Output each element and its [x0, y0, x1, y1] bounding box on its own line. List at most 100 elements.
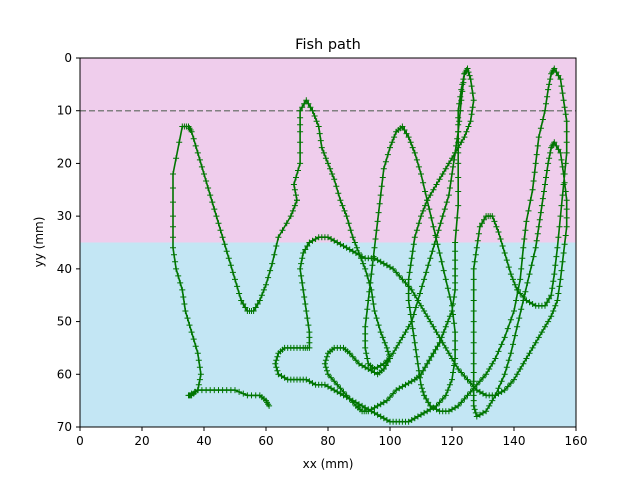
y-tick-label: 20	[57, 156, 72, 170]
data-point-marker	[552, 302, 559, 309]
data-point-marker	[244, 308, 251, 314]
data-point-marker	[470, 308, 477, 314]
data-point-marker	[455, 366, 462, 372]
data-point-marker	[546, 295, 553, 302]
data-point-marker	[514, 371, 521, 378]
data-point-marker	[420, 207, 427, 214]
data-point-marker	[303, 376, 310, 383]
data-point-marker	[382, 158, 389, 165]
data-point-marker	[418, 371, 424, 378]
data-point-marker	[410, 241, 417, 248]
data-point-marker	[305, 322, 312, 329]
data-point-marker	[271, 251, 278, 258]
data-point-marker	[499, 243, 506, 249]
data-point-marker	[446, 381, 453, 388]
data-point-marker	[458, 399, 465, 406]
data-point-marker	[306, 339, 313, 346]
data-point-marker	[356, 360, 362, 367]
data-point-marker	[325, 371, 331, 378]
data-point-marker	[405, 323, 412, 330]
data-point-marker	[170, 234, 176, 241]
data-point-marker	[553, 142, 560, 149]
data-point-marker	[426, 357, 433, 364]
data-point-marker	[455, 160, 462, 167]
data-point-marker	[439, 213, 446, 220]
data-point-marker	[213, 213, 220, 220]
data-point-marker	[532, 302, 539, 309]
data-point-marker	[554, 244, 561, 251]
data-point-marker	[306, 334, 313, 341]
data-point-marker	[535, 334, 542, 341]
data-point-marker	[406, 269, 413, 276]
data-point-marker	[405, 134, 412, 141]
data-point-marker	[525, 207, 532, 214]
data-point-marker	[221, 241, 228, 248]
data-point-marker	[324, 367, 330, 374]
data-point-marker	[460, 76, 467, 83]
data-point-marker	[452, 346, 459, 353]
data-point-marker	[556, 223, 563, 230]
data-point-marker	[272, 360, 279, 367]
data-point-marker	[409, 248, 416, 255]
y-tick-label: 40	[57, 262, 72, 276]
data-point-marker	[507, 380, 514, 387]
x-tick-label: 40	[196, 434, 211, 448]
data-point-marker	[439, 395, 446, 402]
data-point-marker	[171, 251, 177, 258]
data-point-marker	[507, 350, 514, 357]
data-point-marker	[455, 174, 462, 181]
data-point-marker	[339, 202, 346, 209]
data-point-marker	[305, 100, 312, 107]
data-point-marker	[547, 76, 554, 83]
data-point-marker	[463, 128, 470, 135]
data-point-marker	[227, 262, 234, 269]
x-tick-label: 160	[565, 434, 588, 448]
data-point-marker	[537, 125, 544, 132]
data-point-marker	[551, 139, 558, 146]
data-point-marker	[458, 97, 465, 104]
data-point-marker	[186, 322, 193, 329]
data-point-marker	[537, 209, 544, 216]
y-axis-label: yy (mm)	[32, 217, 46, 268]
data-point-marker	[436, 176, 443, 183]
data-point-marker	[402, 279, 409, 286]
x-tick-label: 80	[320, 434, 335, 448]
data-point-marker	[451, 320, 458, 327]
data-point-marker	[390, 350, 397, 357]
data-point-marker	[449, 376, 455, 383]
data-point-marker	[424, 360, 431, 367]
data-point-marker	[306, 239, 313, 246]
data-point-marker	[522, 288, 529, 295]
data-point-marker	[327, 165, 334, 172]
data-point-marker	[543, 174, 549, 181]
data-point-marker	[428, 214, 435, 221]
data-point-marker	[353, 244, 360, 251]
data-point-marker	[380, 260, 387, 267]
data-point-marker	[433, 329, 440, 336]
data-point-marker	[215, 220, 222, 227]
data-point-marker	[256, 297, 263, 304]
data-point-marker	[449, 308, 455, 314]
data-point-marker	[405, 380, 412, 387]
y-axis: 0 10 20 30 40 50 60 70	[57, 51, 80, 434]
data-point-marker	[420, 179, 427, 186]
data-point-marker	[415, 163, 422, 170]
data-point-marker	[411, 339, 418, 346]
data-point-marker	[313, 118, 320, 125]
x-axis-label: xx (mm)	[303, 457, 354, 471]
data-point-marker	[472, 251, 479, 258]
data-point-marker	[433, 234, 440, 241]
data-point-marker	[501, 334, 508, 341]
data-point-marker	[442, 276, 449, 283]
x-tick-label: 100	[379, 434, 402, 448]
data-point-marker	[475, 230, 482, 237]
data-point-marker	[293, 192, 299, 199]
data-point-marker	[405, 297, 412, 304]
data-point-marker	[471, 258, 478, 265]
data-point-marker	[479, 220, 485, 227]
data-point-marker	[464, 392, 471, 399]
data-point-marker	[318, 144, 325, 151]
data-point-marker	[441, 206, 448, 213]
data-point-marker	[409, 144, 416, 151]
data-point-marker	[173, 265, 180, 272]
